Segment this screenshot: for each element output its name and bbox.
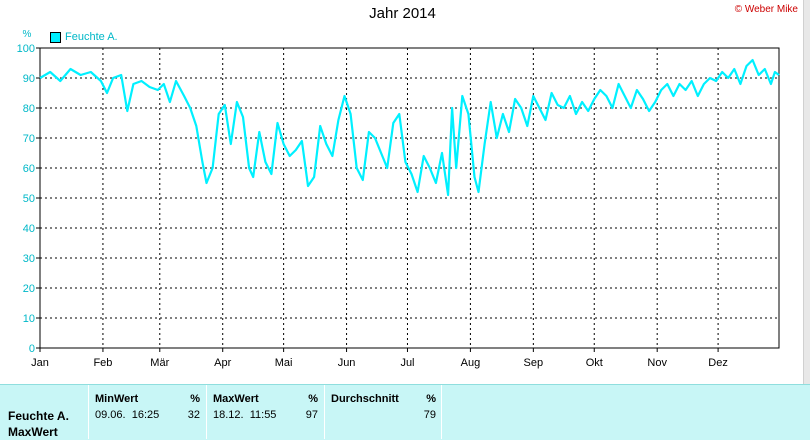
humidity-line-chart: 0 10 20 30 40 50 60 70 80 90 100% Jan Feb Mär Apr Mai Ju…: [17, 29, 780, 369]
min-value-box: MinWert% 09.06. 16:25 32: [88, 385, 206, 439]
x-tick-label: Jun: [338, 357, 356, 369]
vertical-scrollbar[interactable]: [803, 0, 810, 384]
y-tick-label: 50: [23, 193, 35, 205]
y-tick-label: 80: [23, 103, 35, 115]
y-tick-label: 40: [23, 223, 35, 235]
min-date: 09.06.: [95, 409, 126, 421]
legend-swatch: [50, 31, 61, 43]
avg-unit: %: [426, 393, 436, 405]
x-tick-label: Jul: [400, 357, 414, 369]
max-unit: %: [308, 393, 318, 405]
average-value-box: Durchschnitt% 79: [324, 385, 442, 439]
x-tick-label: Dez: [708, 357, 728, 369]
avg-value: 79: [423, 409, 436, 421]
stats-series-label: Feuchte A.: [8, 409, 69, 423]
stats-row-label: MaxWert: [8, 425, 58, 439]
max-value: 97: [305, 409, 318, 421]
x-tick-label: Aug: [461, 357, 481, 369]
avg-header: Durchschnitt: [331, 393, 399, 405]
x-tick-label: Jan: [31, 357, 49, 369]
stats-divider: [441, 385, 442, 439]
max-header: MaxWert: [213, 393, 259, 405]
x-tick-label: Nov: [647, 357, 667, 369]
x-tick-label: Sep: [524, 357, 544, 369]
x-tick-label: Mai: [275, 357, 293, 369]
y-tick-label: 100: [17, 43, 35, 55]
max-time: 11:55: [249, 409, 277, 421]
y-tick-label: 0: [29, 343, 35, 355]
x-tick-label: Apr: [214, 357, 231, 369]
credit-text: © Weber Mike: [734, 4, 798, 15]
legend: Feuchte A.: [50, 31, 118, 43]
stats-panel: Feuchte A. MaxWert MinWert% 09.06. 16:25…: [0, 384, 810, 440]
series-line-feuchte: [39, 58, 780, 197]
y-tick-label: 20: [23, 283, 35, 295]
chart-title: Jahr 2014: [369, 5, 436, 22]
max-value-box: MaxWert% 18.12. 11:55 97: [206, 385, 324, 439]
y-axis-label: %: [23, 29, 32, 40]
min-time: 16:25: [131, 409, 160, 421]
x-tick-label: Okt: [586, 357, 603, 369]
y-tick-label: 90: [23, 73, 35, 85]
x-tick-label: Feb: [93, 357, 112, 369]
y-tick-label: 30: [23, 253, 35, 265]
min-unit: %: [190, 393, 200, 405]
y-tick-label: 10: [23, 313, 35, 325]
min-value: 32: [187, 409, 200, 421]
max-date: 18.12.: [213, 409, 244, 421]
x-tick-label: Mär: [150, 357, 169, 369]
y-tick-label: 70: [23, 133, 35, 145]
legend-label: Feuchte A.: [65, 31, 118, 43]
y-tick-label: 60: [23, 163, 35, 175]
min-header: MinWert: [95, 393, 139, 405]
